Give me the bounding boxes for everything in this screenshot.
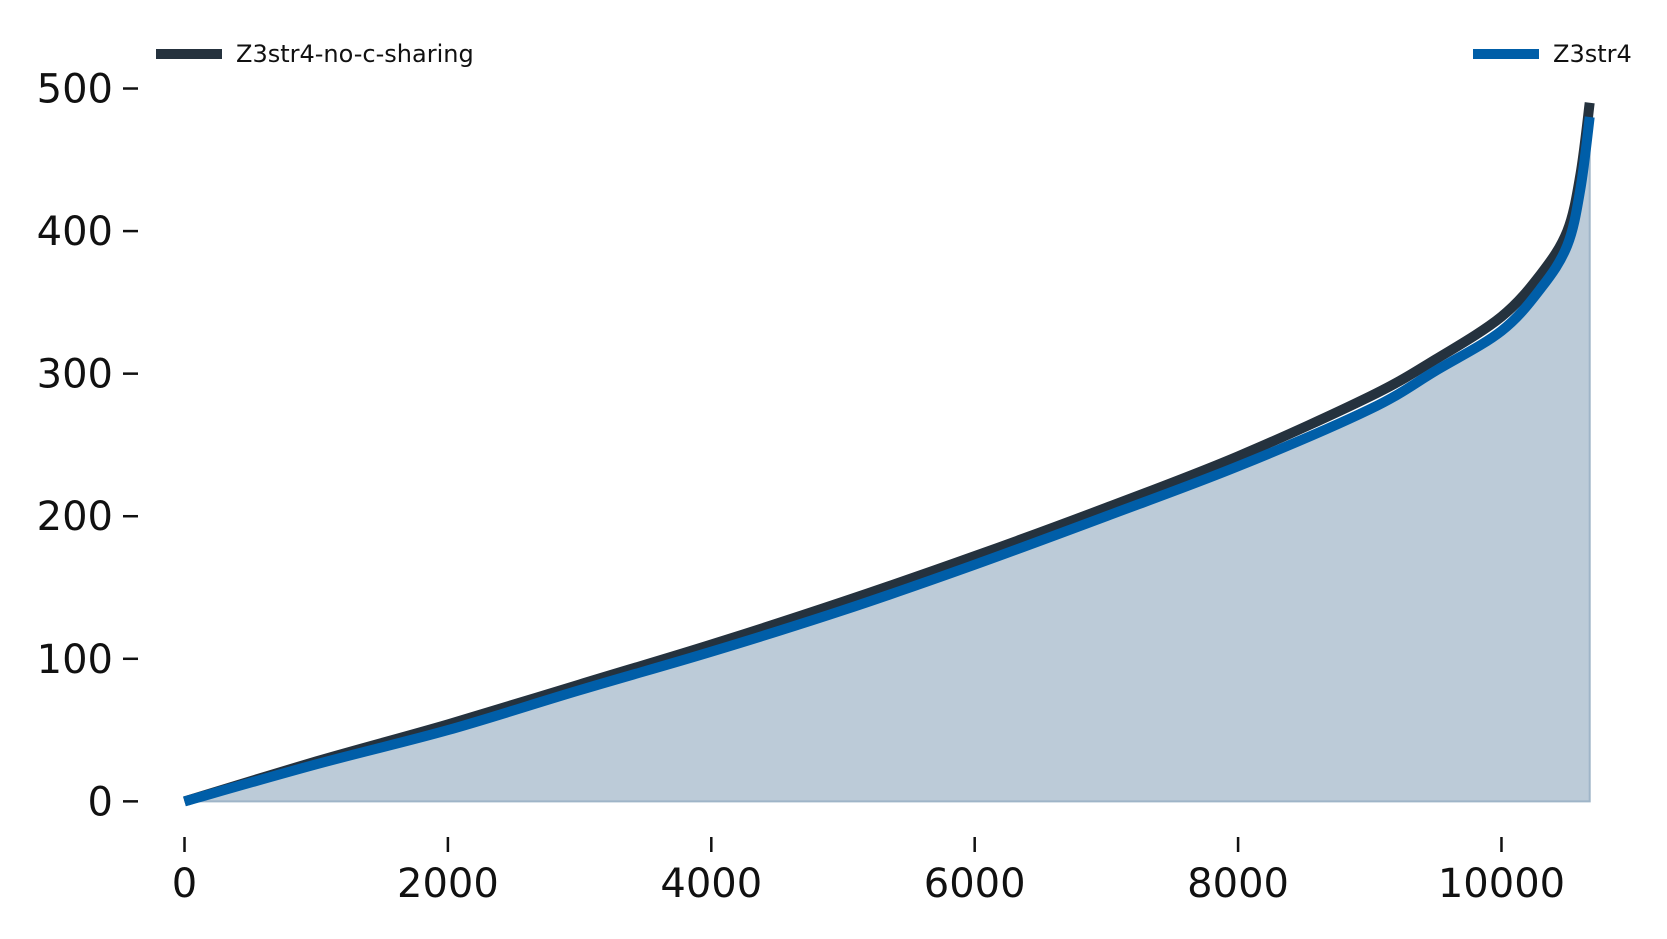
x-axis: 0 2000 4000 6000 8000 10000 <box>172 837 1565 907</box>
series-lines-layer <box>183 102 1595 807</box>
y-tick-label: 400 <box>37 209 113 255</box>
y-tick-label: 500 <box>37 67 113 113</box>
series-line-2 <box>183 116 1595 807</box>
area-fill-layer <box>184 116 1591 803</box>
legend-label: Z3str4-no-c-sharing <box>236 40 474 68</box>
x-tick-label: 4000 <box>660 861 762 907</box>
y-tick-label: 300 <box>37 352 113 398</box>
legend-item-1: Z3str4-no-c-sharing <box>156 40 474 68</box>
x-tick-label: 6000 <box>924 861 1026 907</box>
legend-label: Z3str4 <box>1553 40 1632 68</box>
series-line-1 <box>183 102 1595 807</box>
x-tick-label: 10000 <box>1438 861 1565 907</box>
x-tick-label: 2000 <box>397 861 499 907</box>
x-tick-label: 8000 <box>1187 861 1289 907</box>
area-fill <box>184 116 1591 803</box>
x-tick-label: 0 <box>172 861 197 907</box>
legend-item-2: Z3str4 <box>1473 40 1632 68</box>
y-axis: 0 100 200 300 400 500 <box>37 67 138 825</box>
y-tick-label: 0 <box>88 779 113 825</box>
y-tick-label: 100 <box>37 637 113 683</box>
y-tick-label: 200 <box>37 494 113 540</box>
legend: Z3str4-no-c-sharing Z3str4 <box>156 40 1632 68</box>
